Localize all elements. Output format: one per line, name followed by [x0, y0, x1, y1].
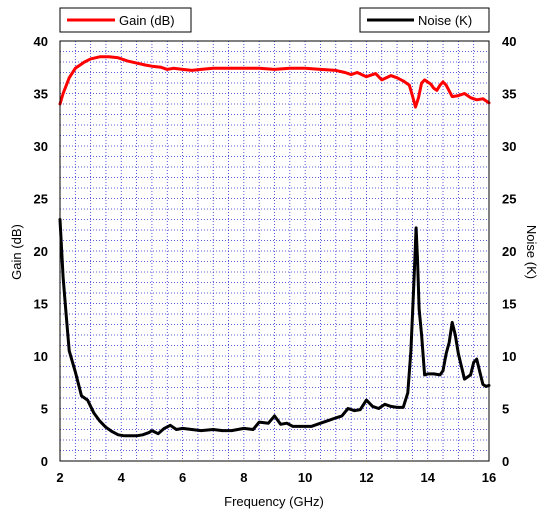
y-axis-title: Gain (dB)	[9, 224, 24, 280]
y2-tick-label: 0	[502, 454, 509, 469]
x-tick-label: 10	[298, 470, 312, 485]
y-tick-label: 20	[34, 244, 48, 259]
y-tick-label: 40	[34, 34, 48, 49]
x-tick-label: 4	[118, 470, 126, 485]
y-tick-label: 10	[34, 349, 48, 364]
y2-tick-label: 35	[502, 87, 516, 102]
x-tick-label: 8	[240, 470, 247, 485]
x-tick-label: 6	[179, 470, 186, 485]
y-tick-label: 35	[34, 87, 48, 102]
y2-tick-label: 10	[502, 349, 516, 364]
y-tick-label: 25	[34, 192, 48, 207]
grid	[60, 41, 489, 461]
x-tick-label: 14	[420, 470, 435, 485]
y2-tick-label: 25	[502, 192, 516, 207]
y-tick-label: 15	[34, 297, 48, 312]
series-line-1	[58, 218, 491, 438]
y2-tick-label: 15	[502, 297, 516, 312]
x-axis-title: Frequency (GHz)	[224, 494, 324, 509]
legend-right-label: Noise (K)	[418, 13, 472, 28]
x-tick-label: 2	[56, 470, 63, 485]
y-tick-label: 5	[41, 402, 48, 417]
y-tick-label: 30	[34, 139, 48, 154]
plot-series	[58, 55, 491, 438]
legend-left-box	[59, 7, 192, 33]
legend-right: Noise (K)	[359, 7, 490, 33]
y-tick-label: 0	[41, 454, 48, 469]
legend-left-label: Gain (dB)	[119, 13, 175, 28]
x-tick-label: 16	[482, 470, 496, 485]
plot-frame	[59, 40, 490, 462]
y2-tick-label: 20	[502, 244, 516, 259]
tick-labels: 2 4 6 8 10 12 14 16 0 5 10 15 20 25 30 35 40 0 5 10 15 20 25 30…	[34, 34, 517, 485]
y2-tick-label: 5	[502, 402, 509, 417]
legend-left: Gain (dB)	[59, 7, 192, 33]
y2-tick-label: 40	[502, 34, 516, 49]
series-line-0	[58, 55, 491, 109]
x-tick-label: 12	[359, 470, 373, 485]
y2-tick-label: 30	[502, 139, 516, 154]
y2-axis-title: Noise (K)	[524, 225, 539, 279]
